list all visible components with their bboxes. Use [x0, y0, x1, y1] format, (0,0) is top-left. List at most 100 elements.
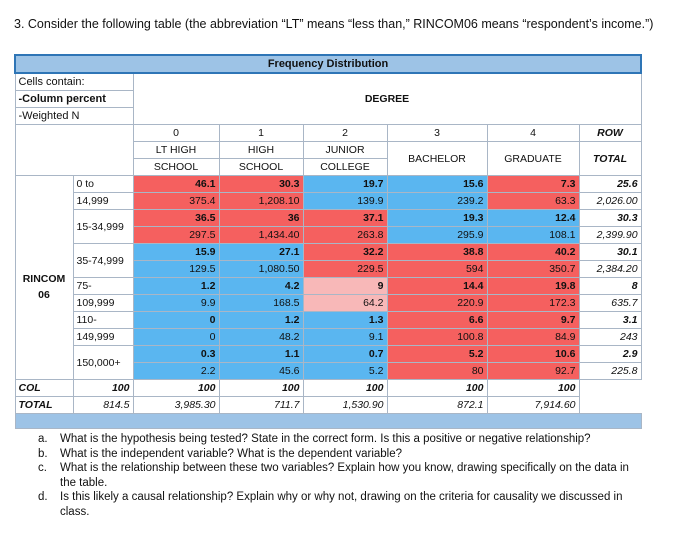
- question-item: a. What is the hypothesis being tested? S…: [38, 432, 648, 447]
- row-total-label-1: ROW: [578, 124, 642, 142]
- cell-weighted-n: 45.6: [218, 362, 304, 380]
- question-item: c. What is the relationship between these…: [38, 461, 648, 490]
- cell-weighted-n: 129.5: [132, 260, 220, 278]
- cell-weighted-n: 139.9: [302, 192, 388, 210]
- cell-column-percent: 38.8: [386, 243, 488, 261]
- cell-column-percent: 1.2: [218, 311, 304, 329]
- cell-column-percent: 9: [302, 277, 388, 295]
- cell-column-percent: 9.7: [486, 311, 580, 329]
- column-percent-label: -Column percent: [14, 90, 134, 108]
- col-code-3: 3: [386, 124, 488, 142]
- cell-column-percent: 10.6: [486, 345, 580, 363]
- cell-weighted-n: 64.2: [302, 294, 388, 312]
- cell-column-percent: 40.2: [486, 243, 580, 261]
- col-name-2-line1: JUNIOR: [302, 141, 388, 159]
- cell-weighted-n: 239.2: [386, 192, 488, 210]
- col-total-percent: 100: [486, 379, 580, 397]
- question-label: b.: [38, 447, 48, 460]
- cell-column-percent: 37.1: [302, 209, 388, 227]
- col-total-n: 711.7: [218, 396, 304, 414]
- var-name-line1: RINCOM: [22, 273, 66, 285]
- frequency-table: Frequency Distribution Cells contain: DE…: [13, 54, 643, 429]
- cell-column-percent: 4.2: [218, 277, 304, 295]
- question-text: What is the relationship between these t…: [60, 462, 629, 489]
- col-code-4: 4: [486, 124, 580, 142]
- col-name-1-line1: HIGH: [218, 141, 304, 159]
- cell-weighted-n: 220.9: [386, 294, 488, 312]
- cell-column-percent: 36: [218, 209, 304, 227]
- cell-column-percent: 0.7: [302, 345, 388, 363]
- cell-weighted-n: 92.7: [486, 362, 580, 380]
- cell-column-percent: 6.6: [386, 311, 488, 329]
- col-total-percent: 100: [72, 379, 134, 397]
- cell-column-percent: 19.7: [302, 175, 388, 193]
- cell-weighted-n: 1,208.10: [218, 192, 304, 210]
- col-name-4: GRADUATE: [486, 141, 580, 176]
- cell-column-percent: 14.4: [386, 277, 488, 295]
- income-row-label: 75-: [72, 277, 134, 295]
- cell-column-percent: 15.9: [132, 243, 220, 261]
- income-row-label-line2: 149,999: [72, 328, 134, 346]
- cell-weighted-n: 80: [386, 362, 488, 380]
- col-total-percent: 100: [132, 379, 220, 397]
- col-total-n: 1,530.90: [302, 396, 388, 414]
- income-row-label: 150,000+: [72, 345, 134, 380]
- col-code-2: 2: [302, 124, 388, 142]
- cell-column-percent: 0.3: [132, 345, 220, 363]
- cell-column-percent: 19.8: [486, 277, 580, 295]
- question-label: c.: [38, 462, 47, 474]
- row-total-n: 2,026.00: [578, 192, 642, 210]
- var-name-line2: 06: [38, 289, 50, 301]
- row-total-n: 225.8: [578, 362, 642, 380]
- income-row-label: 35-74,999: [72, 243, 134, 278]
- cell-weighted-n: 1,080.50: [218, 260, 304, 278]
- col-name-0-line1: LT HIGH: [132, 141, 220, 159]
- col-total-n: 872.1: [386, 396, 488, 414]
- income-row-label: 15-34,999: [72, 209, 134, 244]
- cell-weighted-n: 295.9: [386, 226, 488, 244]
- cell-weighted-n: 2.2: [132, 362, 220, 380]
- col-name-3: BACHELOR: [386, 141, 488, 176]
- income-row-label: 0 to: [72, 175, 134, 193]
- row-total-n: 2,384.20: [578, 260, 642, 278]
- degree-label: DEGREE: [132, 72, 642, 125]
- row-total-n: 243: [578, 328, 642, 346]
- row-total-n: 635.7: [578, 294, 642, 312]
- cell-weighted-n: 100.8: [386, 328, 488, 346]
- cell-weighted-n: 229.5: [302, 260, 388, 278]
- row-total-n: 2,399.90: [578, 226, 642, 244]
- col-total-percent: 100: [302, 379, 388, 397]
- col-total-percent: 100: [386, 379, 488, 397]
- weighted-n-label: -Weighted N: [14, 107, 134, 125]
- col-total-n: 814.5: [72, 396, 134, 414]
- col-total-n: 3,985.30: [132, 396, 220, 414]
- cell-column-percent: 27.1: [218, 243, 304, 261]
- cell-weighted-n: 594: [386, 260, 488, 278]
- cell-weighted-n: 0: [132, 328, 220, 346]
- col-total-label-line2: TOTAL: [14, 396, 74, 414]
- row-total-percent: 8: [578, 277, 642, 295]
- income-row-label-line2: 109,999: [72, 294, 134, 312]
- cell-weighted-n: 172.3: [486, 294, 580, 312]
- question-intro: 3. Consider the following table (the abb…: [14, 17, 654, 31]
- cell-weighted-n: 350.7: [486, 260, 580, 278]
- cell-column-percent: 0: [132, 311, 220, 329]
- row-total-percent: 30.3: [578, 209, 642, 227]
- cell-column-percent: 19.3: [386, 209, 488, 227]
- question-label: d.: [38, 491, 48, 503]
- table-title: Frequency Distribution: [13, 54, 643, 74]
- cell-weighted-n: 9.9: [132, 294, 220, 312]
- cell-column-percent: 15.6: [386, 175, 488, 193]
- income-variable-label: RINCOM 06: [14, 175, 74, 380]
- cell-column-percent: 46.1: [132, 175, 220, 193]
- cell-column-percent: 7.3: [486, 175, 580, 193]
- cells-contain-label: Cells contain:: [14, 72, 134, 91]
- cell-column-percent: 12.4: [486, 209, 580, 227]
- cell-weighted-n: 297.5: [132, 226, 220, 244]
- cell-weighted-n: 108.1: [486, 226, 580, 244]
- row-total-label-2: TOTAL: [578, 141, 642, 176]
- question-item: b. What is the independent variable? What…: [38, 447, 648, 462]
- cell-column-percent: 1.2: [132, 277, 220, 295]
- question-list: a. What is the hypothesis being tested? S…: [38, 432, 648, 519]
- col-name-2-line2: COLLEGE: [302, 158, 388, 176]
